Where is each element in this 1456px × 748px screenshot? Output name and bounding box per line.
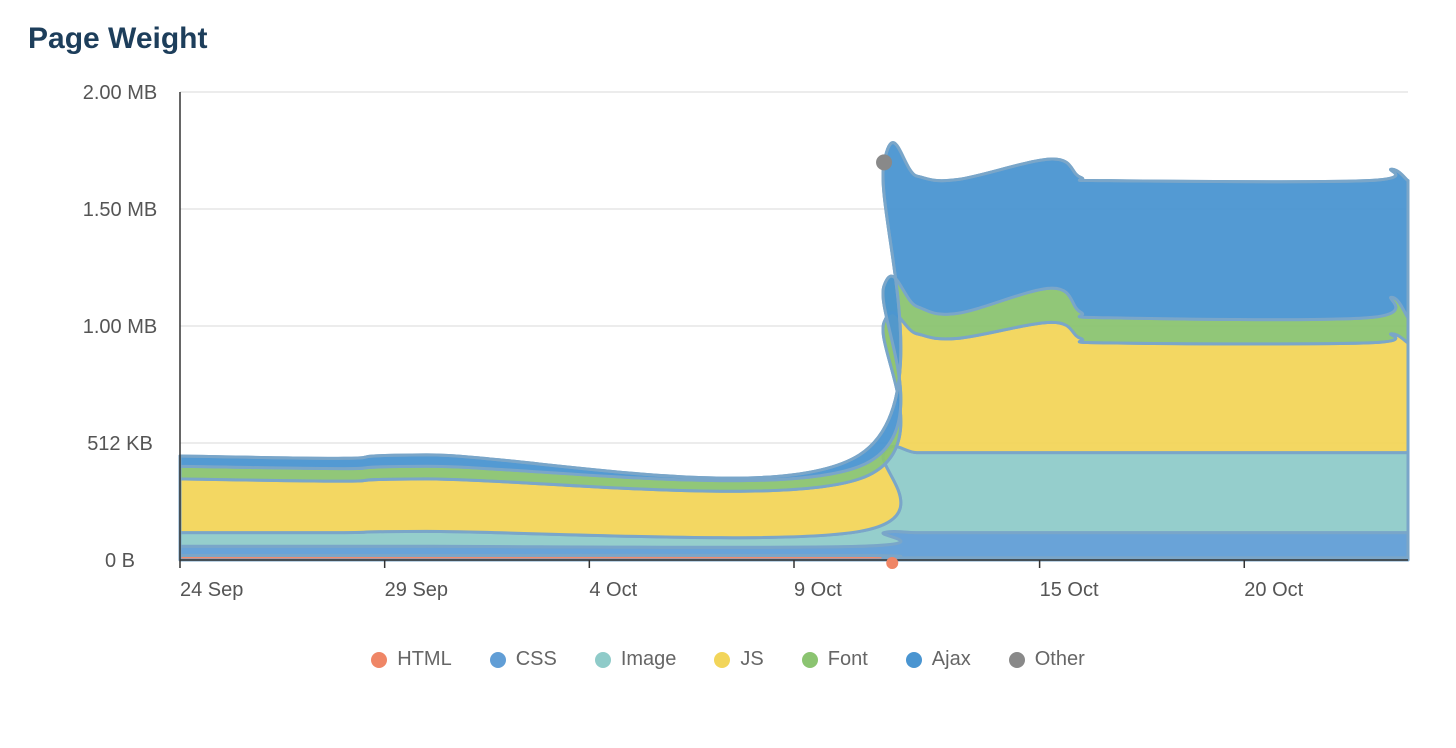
y-tick-label: 2.00 MB	[83, 82, 157, 104]
legend-item-image[interactable]: Image	[595, 648, 677, 671]
y-tick-label: 1.00 MB	[83, 316, 157, 338]
x-tick-label: 15 Oct	[1040, 579, 1099, 601]
legend-label-ajax: Ajax	[932, 648, 971, 671]
y-tick-label: 0 B	[105, 550, 135, 572]
legend-item-font[interactable]: Font	[802, 648, 868, 671]
legend-label-other: Other	[1035, 648, 1085, 671]
x-tick-label: 24 Sep	[180, 579, 243, 601]
x-tick-label: 9 Oct	[794, 579, 842, 601]
legend-label-html: HTML	[397, 648, 451, 671]
legend-item-js[interactable]: JS	[714, 648, 763, 671]
legend-dot-html	[371, 652, 387, 668]
legend-item-css[interactable]: CSS	[490, 648, 557, 671]
legend-dot-js	[714, 652, 730, 668]
html-marker	[886, 557, 898, 569]
legend: HTML CSS Image JS Font Ajax Other	[0, 648, 1456, 671]
area-chart: 0 B 512 KB 1.00 MB 1.50 MB 2.00 MB 24 Sep 29 S…	[0, 0, 1456, 748]
legend-label-css: CSS	[516, 648, 557, 671]
y-tick-label: 1.50 MB	[83, 199, 157, 221]
legend-item-html[interactable]: HTML	[371, 648, 451, 671]
x-tick-label: 4 Oct	[589, 579, 637, 601]
y-tick-label: 512 KB	[87, 433, 153, 455]
legend-label-font: Font	[828, 648, 868, 671]
legend-label-image: Image	[621, 648, 677, 671]
legend-item-other[interactable]: Other	[1009, 648, 1085, 671]
legend-label-js: JS	[740, 648, 763, 671]
legend-dot-font	[802, 652, 818, 668]
peak-marker	[876, 154, 892, 170]
x-tick-label: 20 Oct	[1244, 579, 1303, 601]
legend-dot-ajax	[906, 652, 922, 668]
legend-item-ajax[interactable]: Ajax	[906, 648, 971, 671]
legend-dot-image	[595, 652, 611, 668]
legend-dot-css	[490, 652, 506, 668]
x-tick-label: 29 Sep	[385, 579, 448, 601]
legend-dot-other	[1009, 652, 1025, 668]
